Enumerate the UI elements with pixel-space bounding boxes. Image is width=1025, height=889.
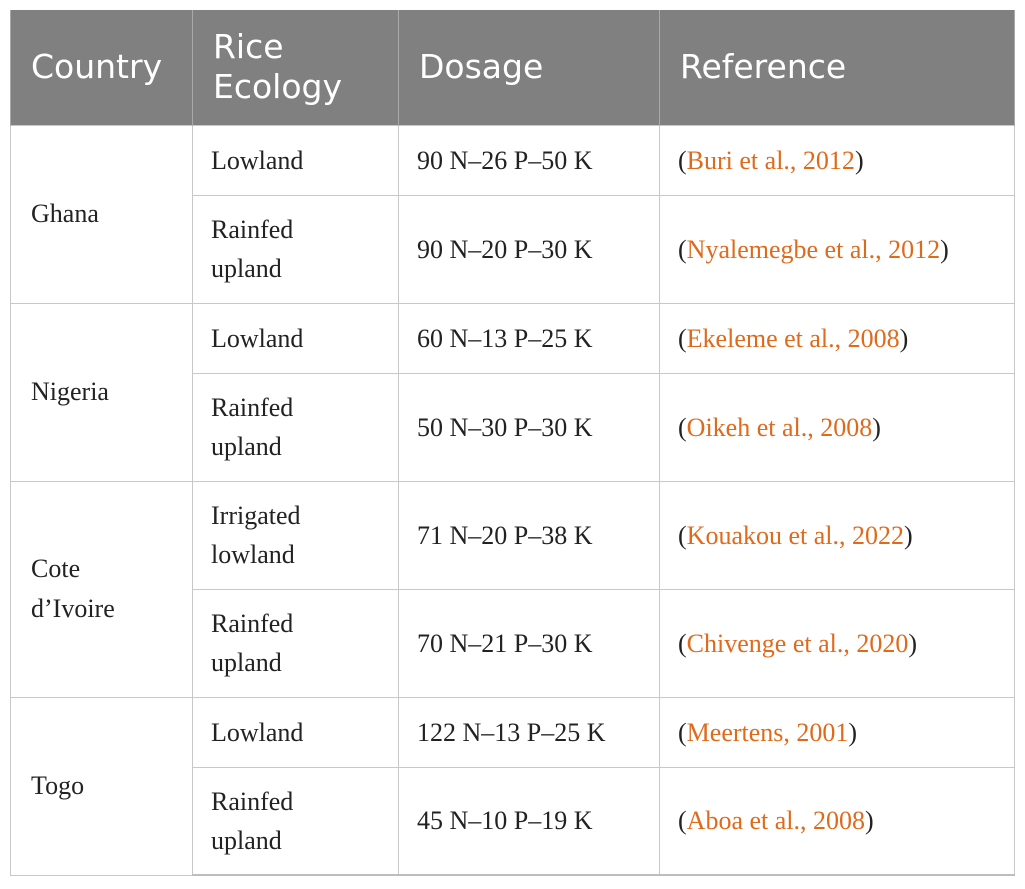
ecology-cell: Rainfed upland [192,372,399,482]
reference-cell: (Kouakou et al., 2022) [659,480,1015,590]
reference-cell: (Buri et al., 2012) [659,124,1015,196]
table-row: Rainfed upland 45 N–10 P–19 K (Aboa et al… [11,766,1015,876]
country-cell: Nigeria [10,302,193,482]
table-header: Country Rice Ecology Dosage Reference [10,10,1015,125]
ecology-cell: Rainfed upland [192,588,399,698]
table-row: Rainfed upland 90 N–20 P–30 K (Nyalemegbe… [11,194,1015,304]
table-container: Country Rice Ecology Dosage Reference Gha… [10,10,1015,876]
country-cell: Ghana [10,124,193,304]
table-body: Ghana Lowland 90 N–26 P–50 K (Buri et al… [10,124,1015,876]
dosage-cell: 45 N–10 P–19 K [398,766,660,876]
dosage-cell: 71 N–20 P–38 K [398,480,660,590]
table-row: Cote d’Ivoire Irrigated lowland 71 N–20 P–… [10,480,1015,698]
table-row: Rainfed upland 50 N–30 P–30 K (Oikeh et a… [11,372,1015,482]
country-cell: Cote d’Ivoire [10,480,193,698]
ecology-cell: Irrigated lowland [192,480,399,590]
reference-cell: (Ekeleme et al., 2008) [659,302,1015,374]
reference-cell: (Meertens, 2001) [659,696,1015,768]
reference-link[interactable]: Chivenge et al., 2020 [686,628,909,658]
table-row: Rainfed upland 70 N–21 P–30 K (Chivenge e… [11,588,1015,698]
reference-link[interactable]: Buri et al., 2012 [686,145,855,175]
reference-link[interactable]: Meertens, 2001 [686,717,849,747]
table-row: Ghana Lowland 90 N–26 P–50 K (Buri et al… [10,124,1015,304]
reference-link[interactable]: Oikeh et al., 2008 [686,412,873,442]
dosage-cell: 90 N–20 P–30 K [398,194,660,304]
dosage-cell: 50 N–30 P–30 K [398,372,660,482]
header-country: Country [10,10,193,125]
dosage-cell: 60 N–13 P–25 K [398,302,660,374]
reference-cell: (Nyalemegbe et al., 2012) [659,194,1015,304]
header-rice-ecology: Rice Ecology [192,10,399,125]
ecology-cell: Lowland [192,302,399,374]
table-row: Togo Lowland 122 N–13 P–25 K (Meertens, … [10,696,1015,876]
reference-cell: (Chivenge et al., 2020) [659,588,1015,698]
reference-cell: (Aboa et al., 2008) [659,766,1015,876]
dosage-cell: 70 N–21 P–30 K [398,588,660,698]
ecology-cell: Lowland [192,124,399,196]
dosage-cell: 122 N–13 P–25 K [398,696,660,768]
header-row: Country Rice Ecology Dosage Reference [10,10,1015,125]
reference-link[interactable]: Aboa et al., 2008 [686,806,866,836]
reference-link[interactable]: Ekeleme et al., 2008 [686,323,900,353]
header-dosage: Dosage [398,10,660,125]
table-row: Nigeria Lowland 60 N–13 P–25 K (Ekeleme … [10,302,1015,482]
reference-link[interactable]: Nyalemegbe et al., 2012 [686,234,941,264]
fertilizer-dosage-table: Country Rice Ecology Dosage Reference Gha… [10,10,1015,876]
reference-cell: (Oikeh et al., 2008) [659,372,1015,482]
header-reference: Reference [659,10,1015,125]
ecology-cell: Lowland [192,696,399,768]
country-cell: Togo [10,696,193,876]
ecology-cell: Rainfed upland [192,766,399,876]
reference-link[interactable]: Kouakou et al., 2022 [686,520,905,550]
dosage-cell: 90 N–26 P–50 K [398,124,660,196]
ecology-cell: Rainfed upland [192,194,399,304]
